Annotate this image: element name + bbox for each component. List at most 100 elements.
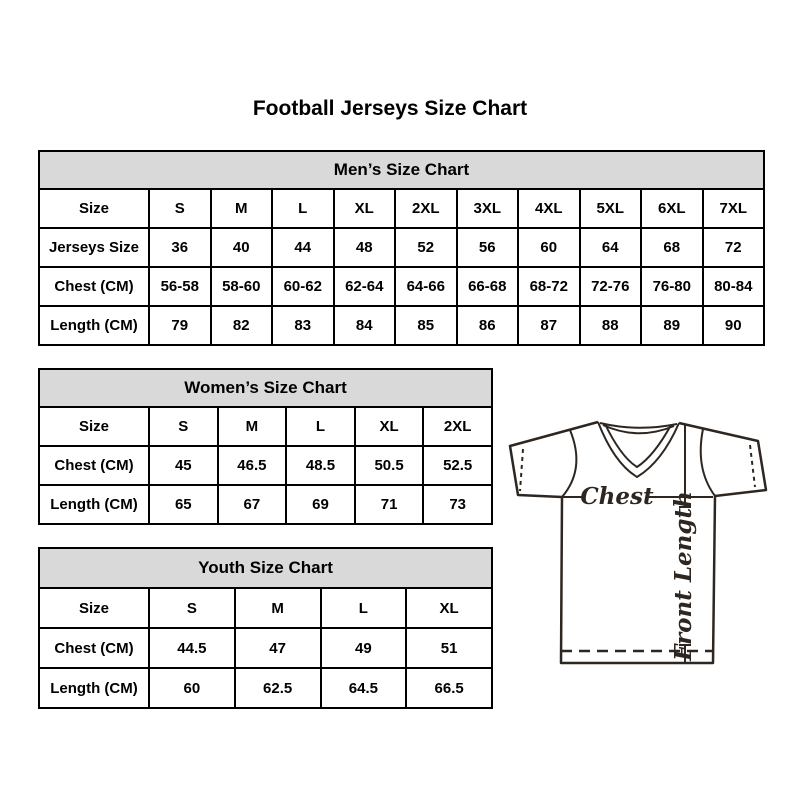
youth-row-label: Size	[38, 587, 150, 629]
mens-row-label: Size	[38, 188, 150, 229]
mens-cell: 82	[209, 305, 273, 346]
youth-cell: 47	[233, 627, 322, 669]
mens-cell: 68-72	[517, 266, 581, 307]
mens-cell: 6XL	[640, 188, 704, 229]
left-armhole-seam	[561, 429, 578, 498]
youth-row-0: Size S M L XL	[38, 587, 493, 629]
womens-cell: 46.5	[216, 445, 288, 486]
womens-row-label: Length (CM)	[38, 484, 150, 525]
youth-row-1: Chest (CM) 44.5 47 49 51	[38, 627, 493, 669]
mens-size-table: Men’s Size Chart Size S M L XL 2XL 3XL 4XL 5XL 6XL…	[38, 150, 765, 346]
womens-cell: 48.5	[285, 445, 356, 486]
mens-cell: 5XL	[578, 188, 642, 229]
youth-cell: 49	[319, 627, 408, 669]
mens-cell: 4XL	[517, 188, 581, 229]
womens-cell: S	[148, 406, 219, 447]
youth-cell: 64.5	[319, 667, 408, 709]
mens-row-1: Jerseys Size 36 40 44 48 52 56 60 64 68 72	[38, 227, 765, 268]
mens-cell: 84	[332, 305, 396, 346]
womens-cell: 2XL	[422, 406, 493, 447]
womens-cell: 71	[353, 484, 425, 525]
womens-cell: L	[285, 406, 356, 447]
womens-cell: 73	[422, 484, 493, 525]
mens-size-table-container: Men’s Size Chart Size S M L XL 2XL 3XL 4XL 5XL 6XL…	[38, 150, 765, 346]
mens-cell: 7XL	[701, 188, 765, 229]
front-length-measure-line	[679, 425, 691, 663]
womens-cell: 65	[148, 484, 219, 525]
womens-row-0: Size S M L XL 2XL	[38, 406, 493, 447]
mens-cell: 66-68	[455, 266, 519, 307]
womens-cell: 69	[285, 484, 356, 525]
jersey-measurement-diagram: Chest Front Length	[498, 415, 778, 673]
mens-cell: 68	[640, 227, 704, 268]
youth-row-label: Length (CM)	[38, 667, 150, 709]
mens-cell: 40	[209, 227, 273, 268]
mens-cell: 85	[394, 305, 458, 346]
mens-cell: 36	[148, 227, 212, 268]
mens-cell: M	[209, 188, 273, 229]
mens-cell: XL	[332, 188, 396, 229]
mens-row-label: Length (CM)	[38, 305, 150, 346]
mens-cell: 87	[517, 305, 581, 346]
right-cuff-dashed-line	[749, 444, 756, 488]
left-cuff-dashed-line	[519, 448, 524, 492]
youth-cell: 51	[405, 627, 493, 669]
mens-cell: 62-64	[332, 266, 396, 307]
mens-cell: 72	[701, 227, 765, 268]
womens-row-2: Length (CM) 65 67 69 71 73	[38, 484, 493, 525]
page-title: Football Jerseys Size Chart	[252, 97, 528, 120]
mens-cell: 90	[701, 305, 765, 346]
mens-cell: 72-76	[578, 266, 642, 307]
womens-cell: M	[216, 406, 288, 447]
youth-cell: S	[148, 587, 236, 629]
collar-icon	[597, 421, 680, 478]
youth-size-table: Youth Size Chart Size S M L XL Chest (CM) 44.5 4…	[38, 547, 493, 709]
mens-cell: 83	[271, 305, 335, 346]
youth-cell: M	[233, 587, 322, 629]
womens-row-label: Size	[38, 406, 150, 447]
womens-table-title: Women’s Size Chart	[38, 368, 493, 408]
womens-size-table-container: Women’s Size Chart Size S M L XL 2XL Chest (CM)…	[38, 368, 493, 525]
youth-table-title: Youth Size Chart	[38, 547, 493, 589]
mens-row-label: Chest (CM)	[38, 266, 150, 307]
mens-cell: 48	[332, 227, 396, 268]
mens-cell: 58-60	[209, 266, 273, 307]
mens-cell: 76-80	[640, 266, 704, 307]
mens-cell: 60	[517, 227, 581, 268]
mens-cell: L	[271, 188, 335, 229]
mens-cell: 89	[640, 305, 704, 346]
youth-cell: L	[319, 587, 408, 629]
womens-cell: 67	[216, 484, 288, 525]
mens-cell: 56-58	[148, 266, 212, 307]
mens-row-0: Size S M L XL 2XL 3XL 4XL 5XL 6XL 7XL	[38, 188, 765, 229]
mens-cell: 64	[578, 227, 642, 268]
jersey-outline	[508, 420, 768, 665]
youth-cell: 60	[148, 667, 236, 709]
mens-row-3: Length (CM) 79 82 83 84 85 86 87 88 89 90	[38, 305, 765, 346]
mens-row-label: Jerseys Size	[38, 227, 150, 268]
womens-cell: 52.5	[422, 445, 493, 486]
right-armhole-seam	[699, 428, 716, 497]
mens-cell: 44	[271, 227, 335, 268]
youth-cell: 66.5	[405, 667, 493, 709]
chest-label: Chest	[580, 483, 654, 510]
youth-row-label: Chest (CM)	[38, 627, 150, 669]
womens-cell: 50.5	[353, 445, 425, 486]
mens-cell: 56	[455, 227, 519, 268]
youth-cell: XL	[405, 587, 493, 629]
mens-table-title: Men’s Size Chart	[38, 150, 765, 190]
mens-cell: 79	[148, 305, 212, 346]
youth-cell: 44.5	[148, 627, 236, 669]
mens-cell: 52	[394, 227, 458, 268]
mens-row-2: Chest (CM) 56-58 58-60 60-62 62-64 64-66 66-68…	[38, 266, 765, 307]
mens-cell: 64-66	[394, 266, 458, 307]
youth-cell: 62.5	[233, 667, 322, 709]
womens-row-label: Chest (CM)	[38, 445, 150, 486]
youth-row-2: Length (CM) 60 62.5 64.5 66.5	[38, 667, 493, 709]
youth-size-table-container: Youth Size Chart Size S M L XL Chest (CM) 44.5 4…	[38, 547, 493, 709]
womens-size-table: Women’s Size Chart Size S M L XL 2XL Chest (CM)…	[38, 368, 493, 525]
front-length-label: Front Length	[670, 491, 697, 662]
womens-row-1: Chest (CM) 45 46.5 48.5 50.5 52.5	[38, 445, 493, 486]
mens-cell: 2XL	[394, 188, 458, 229]
mens-cell: 60-62	[271, 266, 335, 307]
